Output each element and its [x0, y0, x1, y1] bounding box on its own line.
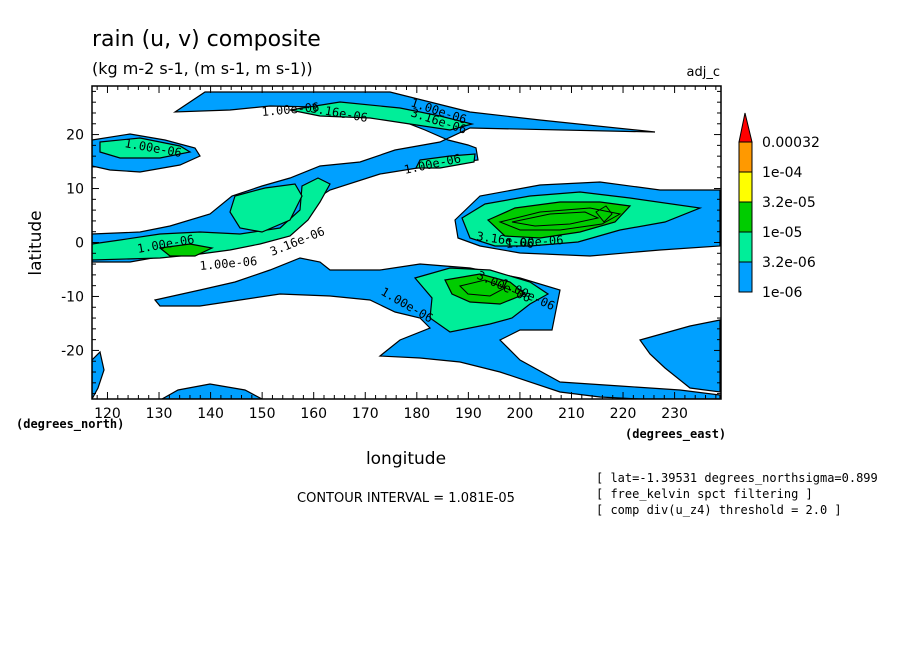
- y-tick-label: -10: [61, 289, 84, 305]
- inner-contour-lines: [459, 205, 622, 297]
- x-tick-label: 160: [300, 406, 327, 422]
- legend-label: 3.2e-05: [762, 195, 816, 211]
- x-tick-label: 180: [403, 406, 430, 422]
- inner-east-3: [595, 205, 613, 223]
- x-tick-label: 150: [249, 406, 276, 422]
- green-south-core: [444, 273, 527, 305]
- note-line-3: [ comp div(u_z4) threshold = 2.0 ]: [596, 503, 842, 517]
- legend-label: 1e-05: [762, 225, 802, 241]
- contour-interval: CONTOUR INTERVAL = 1.081E-05: [297, 491, 515, 506]
- rain-blob-southwest: [92, 350, 105, 399]
- y-tick-label: -20: [61, 343, 84, 359]
- aqua-northwest: [99, 137, 192, 159]
- legend-swatch: [738, 261, 753, 293]
- inner-south-1: [459, 279, 507, 297]
- x-axis-ticks: 120 130 140 150 160 170 180 190 200 210 220 230: [94, 86, 717, 422]
- x-tick-label: 190: [455, 406, 482, 422]
- contour-label: 1.00e-06: [261, 100, 320, 119]
- legend-arrow-top: [738, 112, 753, 143]
- green-east-core: [486, 201, 632, 239]
- level-1e-05-fill: [158, 201, 632, 305]
- note-line-2: [ free_kelvin spct filtering ]: [596, 487, 813, 501]
- y-axis-label: latitude: [26, 210, 46, 275]
- y-tick-label: 10: [66, 182, 84, 198]
- legend-label: 0.00032: [762, 135, 820, 151]
- rain-blob-south-edge: [160, 383, 263, 399]
- note-line-1: [ lat=-1.39531 degrees_northsigma=0.899: [596, 471, 878, 485]
- x-tick-label: 170: [352, 406, 379, 422]
- x-unit-label: (degrees_east): [625, 427, 726, 442]
- contour-label: 1.00e-06: [505, 233, 564, 251]
- x-tick-label: 130: [146, 406, 173, 422]
- x-tick-label: 220: [610, 406, 637, 422]
- aqua-north-strip: [289, 101, 475, 131]
- legend-swatch: [738, 171, 753, 203]
- y-tick-label: 0: [75, 236, 84, 252]
- green-eq-west: [158, 243, 214, 257]
- legend-label: 1e-06: [762, 285, 802, 301]
- x-tick-label: 230: [661, 406, 688, 422]
- aqua-near-160: [415, 153, 476, 169]
- legend-swatch: [738, 231, 753, 263]
- chart-subtitle: (kg m-2 s-1, (m s-1, m s-1)): [92, 59, 313, 78]
- aqua-central-lobe: [229, 183, 303, 233]
- x-tick-label: 210: [558, 406, 585, 422]
- legend-swatch: [738, 201, 753, 233]
- y-unit-label: (degrees_north): [16, 417, 124, 432]
- x-tick-label: 120: [94, 406, 121, 422]
- rain-blob-southeast: [639, 319, 721, 393]
- legend-label: 3.2e-06: [762, 255, 816, 271]
- y-axis-ticks: 20 10 0 -10 -20: [61, 90, 721, 395]
- contour-fields: [92, 91, 721, 399]
- variant-label: adj_c: [687, 65, 720, 80]
- inner-east-2: [511, 211, 600, 227]
- color-legend: 0.00032 1e-04 3.2e-05 1e-05 3.2e-06 1e-06: [738, 112, 820, 301]
- inner-east-1: [498, 207, 622, 231]
- legend-label: 1e-04: [762, 165, 802, 181]
- chart-title: rain (u, v) composite: [92, 27, 321, 52]
- x-tick-label: 200: [507, 406, 534, 422]
- x-tick-label: 140: [197, 406, 224, 422]
- contour-label: 1.00e-06: [199, 254, 258, 273]
- rain-band-south-central: [153, 257, 721, 399]
- x-axis-label: longitude: [366, 449, 446, 469]
- legend-swatch: [738, 141, 753, 173]
- y-tick-label: 20: [66, 128, 84, 144]
